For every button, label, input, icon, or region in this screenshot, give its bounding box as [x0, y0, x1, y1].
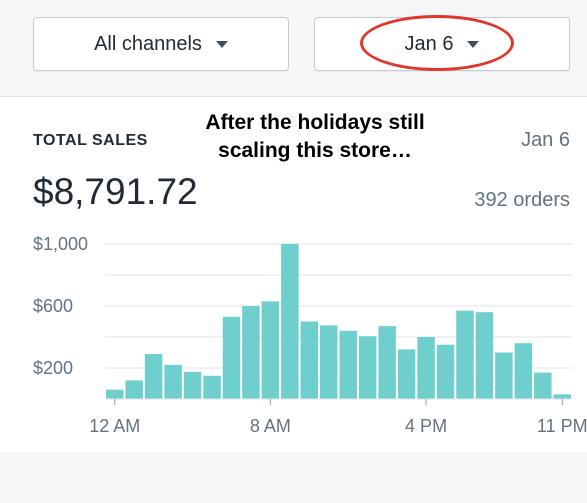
chevron-down-icon	[215, 40, 228, 48]
bar[interactable]	[514, 343, 533, 399]
bar[interactable]	[261, 301, 280, 399]
x-tick-label: 4 PM	[405, 416, 447, 436]
order-count: 392 orders	[474, 189, 570, 211]
chevron-down-icon	[467, 40, 480, 48]
bar[interactable]	[203, 375, 221, 399]
total-sales-value: $8,791.72	[33, 171, 198, 212]
bar[interactable]	[106, 389, 124, 399]
bar[interactable]	[553, 394, 571, 399]
bar[interactable]	[397, 349, 416, 399]
x-tick-label: 8 AM	[250, 416, 291, 436]
bar[interactable]	[475, 312, 494, 399]
bar[interactable]	[436, 344, 455, 399]
bar[interactable]	[358, 336, 377, 399]
bar[interactable]	[339, 330, 357, 399]
bar[interactable]	[183, 371, 202, 399]
x-tick-label: 11 PM	[537, 416, 587, 436]
bar[interactable]	[534, 372, 552, 399]
bar[interactable]	[456, 310, 474, 399]
bar[interactable]	[125, 380, 143, 399]
date-select-label: Jan 6	[404, 32, 454, 55]
bar[interactable]	[320, 325, 338, 399]
card-title: TOTAL SALES	[33, 132, 148, 149]
annotation-note: After the holidays still scaling this st…	[205, 111, 425, 162]
bar[interactable]	[495, 352, 513, 400]
bar[interactable]	[222, 316, 241, 399]
bar[interactable]	[242, 306, 260, 399]
channel-select[interactable]: All channels	[33, 17, 289, 71]
date-select[interactable]: Jan 6	[314, 17, 570, 71]
y-tick-label: $600	[33, 296, 73, 316]
bottom-strip	[0, 452, 587, 503]
bar[interactable]	[281, 244, 299, 399]
x-tick-label: 12 AM	[89, 416, 140, 436]
y-tick-label: $200	[33, 358, 73, 378]
total-sales-card: TOTAL SALES Jan 6 After the holidays sti…	[0, 96, 587, 453]
bar[interactable]	[417, 337, 435, 399]
bar[interactable]	[300, 321, 319, 400]
channel-select-label: All channels	[94, 32, 202, 55]
card-date: Jan 6	[521, 129, 570, 151]
sales-bar-chart: $1,000 $600 $200 12 AM 8 AM 4 PM 11 PM	[33, 234, 587, 436]
bar[interactable]	[164, 364, 182, 399]
y-tick-label: $1,000	[33, 234, 88, 254]
bar[interactable]	[378, 326, 396, 399]
bar[interactable]	[144, 354, 163, 399]
filter-bar: All channels Jan 6	[0, 0, 587, 96]
